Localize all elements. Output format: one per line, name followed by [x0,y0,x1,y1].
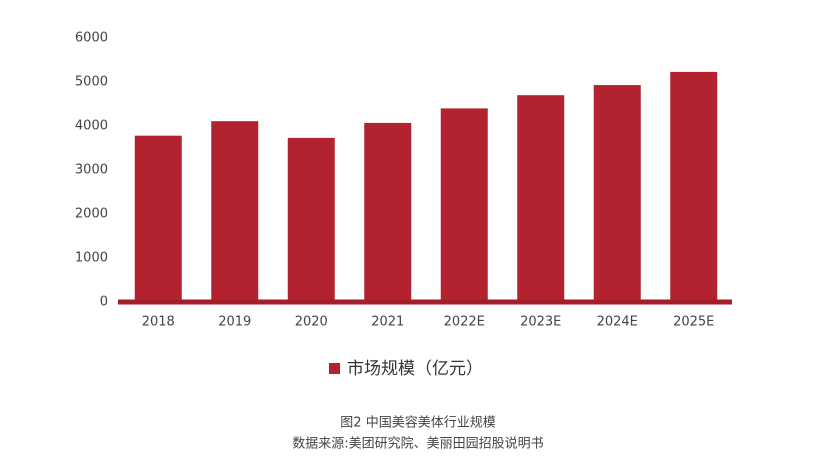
chart-source: 数据来源:美团研究院、美丽田园招股说明书 [292,437,543,452]
legend-label: 市场规模（亿元） [347,359,483,379]
bar [364,122,412,302]
bar [517,95,565,302]
x-tick-label: 2020 [295,315,328,330]
bar [211,121,259,302]
y-tick-label: 1000 [75,251,108,266]
bar [440,108,488,303]
bar [670,71,718,302]
y-tick-label: 6000 [75,31,108,46]
y-tick-label: 5000 [75,75,108,90]
x-tick-label: 2019 [218,315,251,330]
bar [134,135,182,302]
x-tick-label: 2018 [142,315,175,330]
x-tick-label: 2021 [371,315,404,330]
bar [593,85,641,302]
y-tick-label: 0 [100,295,108,310]
chart-title: 图2 中国美容美体行业规模 [340,415,495,431]
y-tick-label: 3000 [75,163,108,178]
x-tick-label: 2023E [520,315,561,330]
y-tick-label: 4000 [75,119,108,134]
x-tick-label: 2025E [673,315,714,330]
y-tick-label: 2000 [75,207,108,222]
legend-swatch [329,363,340,374]
x-tick-label: 2022E [444,315,485,330]
bar [287,137,335,302]
x-tick-label: 2024E [597,315,638,330]
